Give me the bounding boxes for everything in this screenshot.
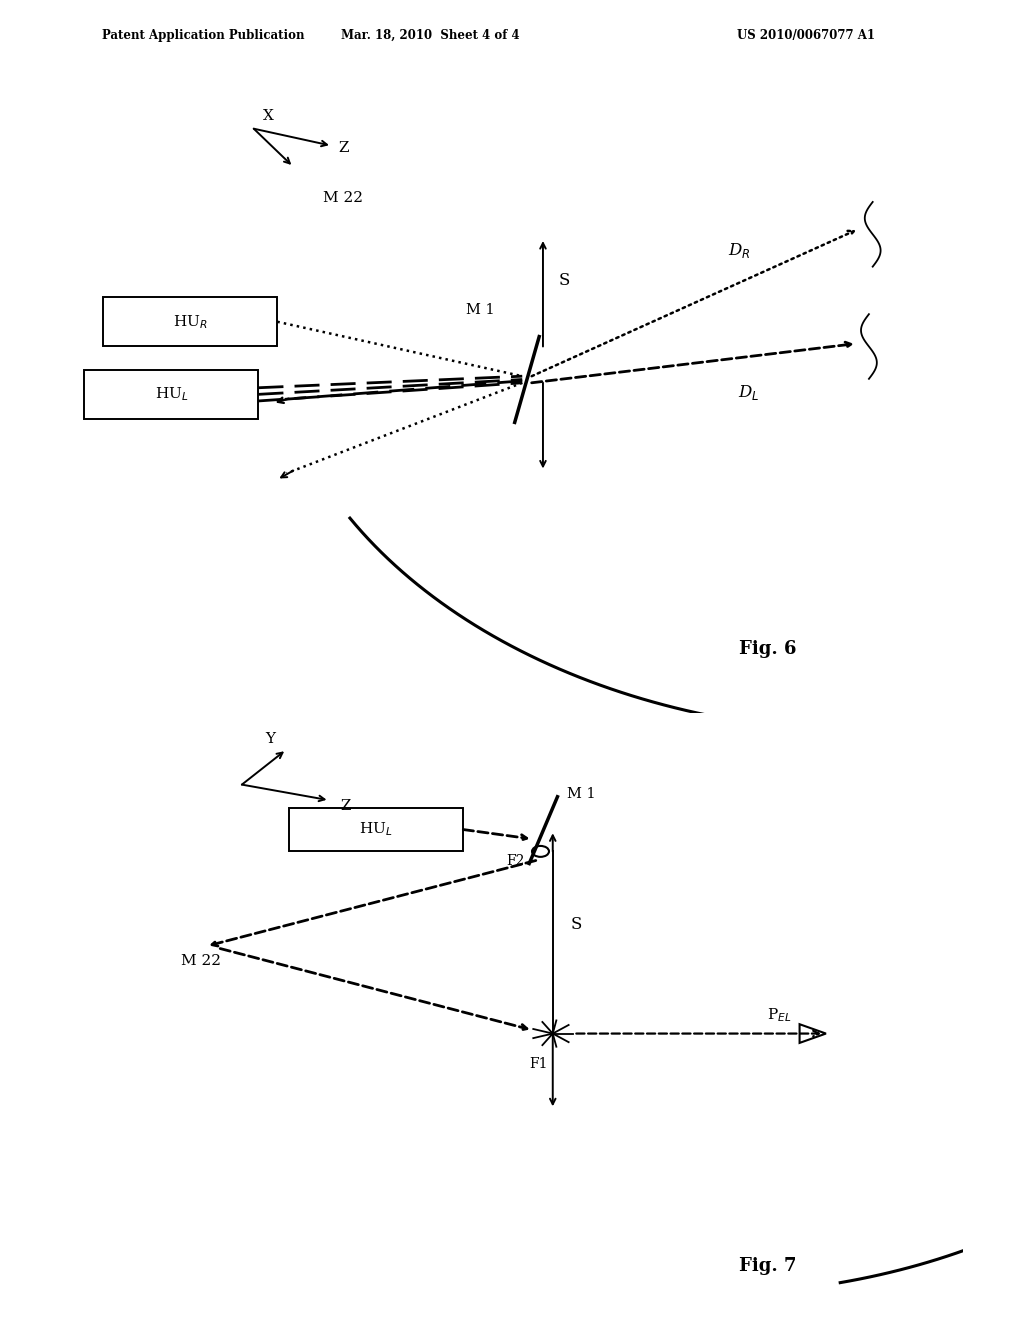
Text: D$_R$: D$_R$ (727, 242, 751, 260)
FancyBboxPatch shape (103, 297, 278, 346)
Text: HU$_L$: HU$_L$ (155, 385, 188, 403)
Text: Fig. 7: Fig. 7 (739, 1257, 797, 1275)
Text: M 1: M 1 (466, 304, 495, 317)
Text: Fig. 6: Fig. 6 (739, 640, 797, 659)
Text: HU$_R$: HU$_R$ (173, 313, 208, 330)
Text: D$_L$: D$_L$ (737, 383, 759, 403)
Text: Patent Application Publication: Patent Application Publication (102, 29, 305, 42)
Text: US 2010/0067077 A1: US 2010/0067077 A1 (737, 29, 876, 42)
Text: F2: F2 (506, 854, 524, 867)
Text: X: X (262, 108, 273, 123)
Text: Mar. 18, 2010  Sheet 4 of 4: Mar. 18, 2010 Sheet 4 of 4 (341, 29, 519, 42)
Text: M 22: M 22 (180, 953, 220, 968)
Text: M 22: M 22 (324, 191, 364, 205)
Text: Z: Z (340, 799, 351, 813)
Text: S: S (570, 916, 582, 933)
Text: Y: Y (265, 733, 275, 746)
Text: F1: F1 (529, 1057, 548, 1071)
Text: P$_{EL}$: P$_{EL}$ (767, 1006, 792, 1024)
Text: S: S (559, 272, 570, 289)
Text: Z: Z (338, 141, 348, 156)
Text: M 1: M 1 (566, 787, 595, 801)
FancyBboxPatch shape (84, 370, 258, 418)
Text: HU$_L$: HU$_L$ (359, 821, 393, 838)
FancyBboxPatch shape (289, 808, 463, 851)
